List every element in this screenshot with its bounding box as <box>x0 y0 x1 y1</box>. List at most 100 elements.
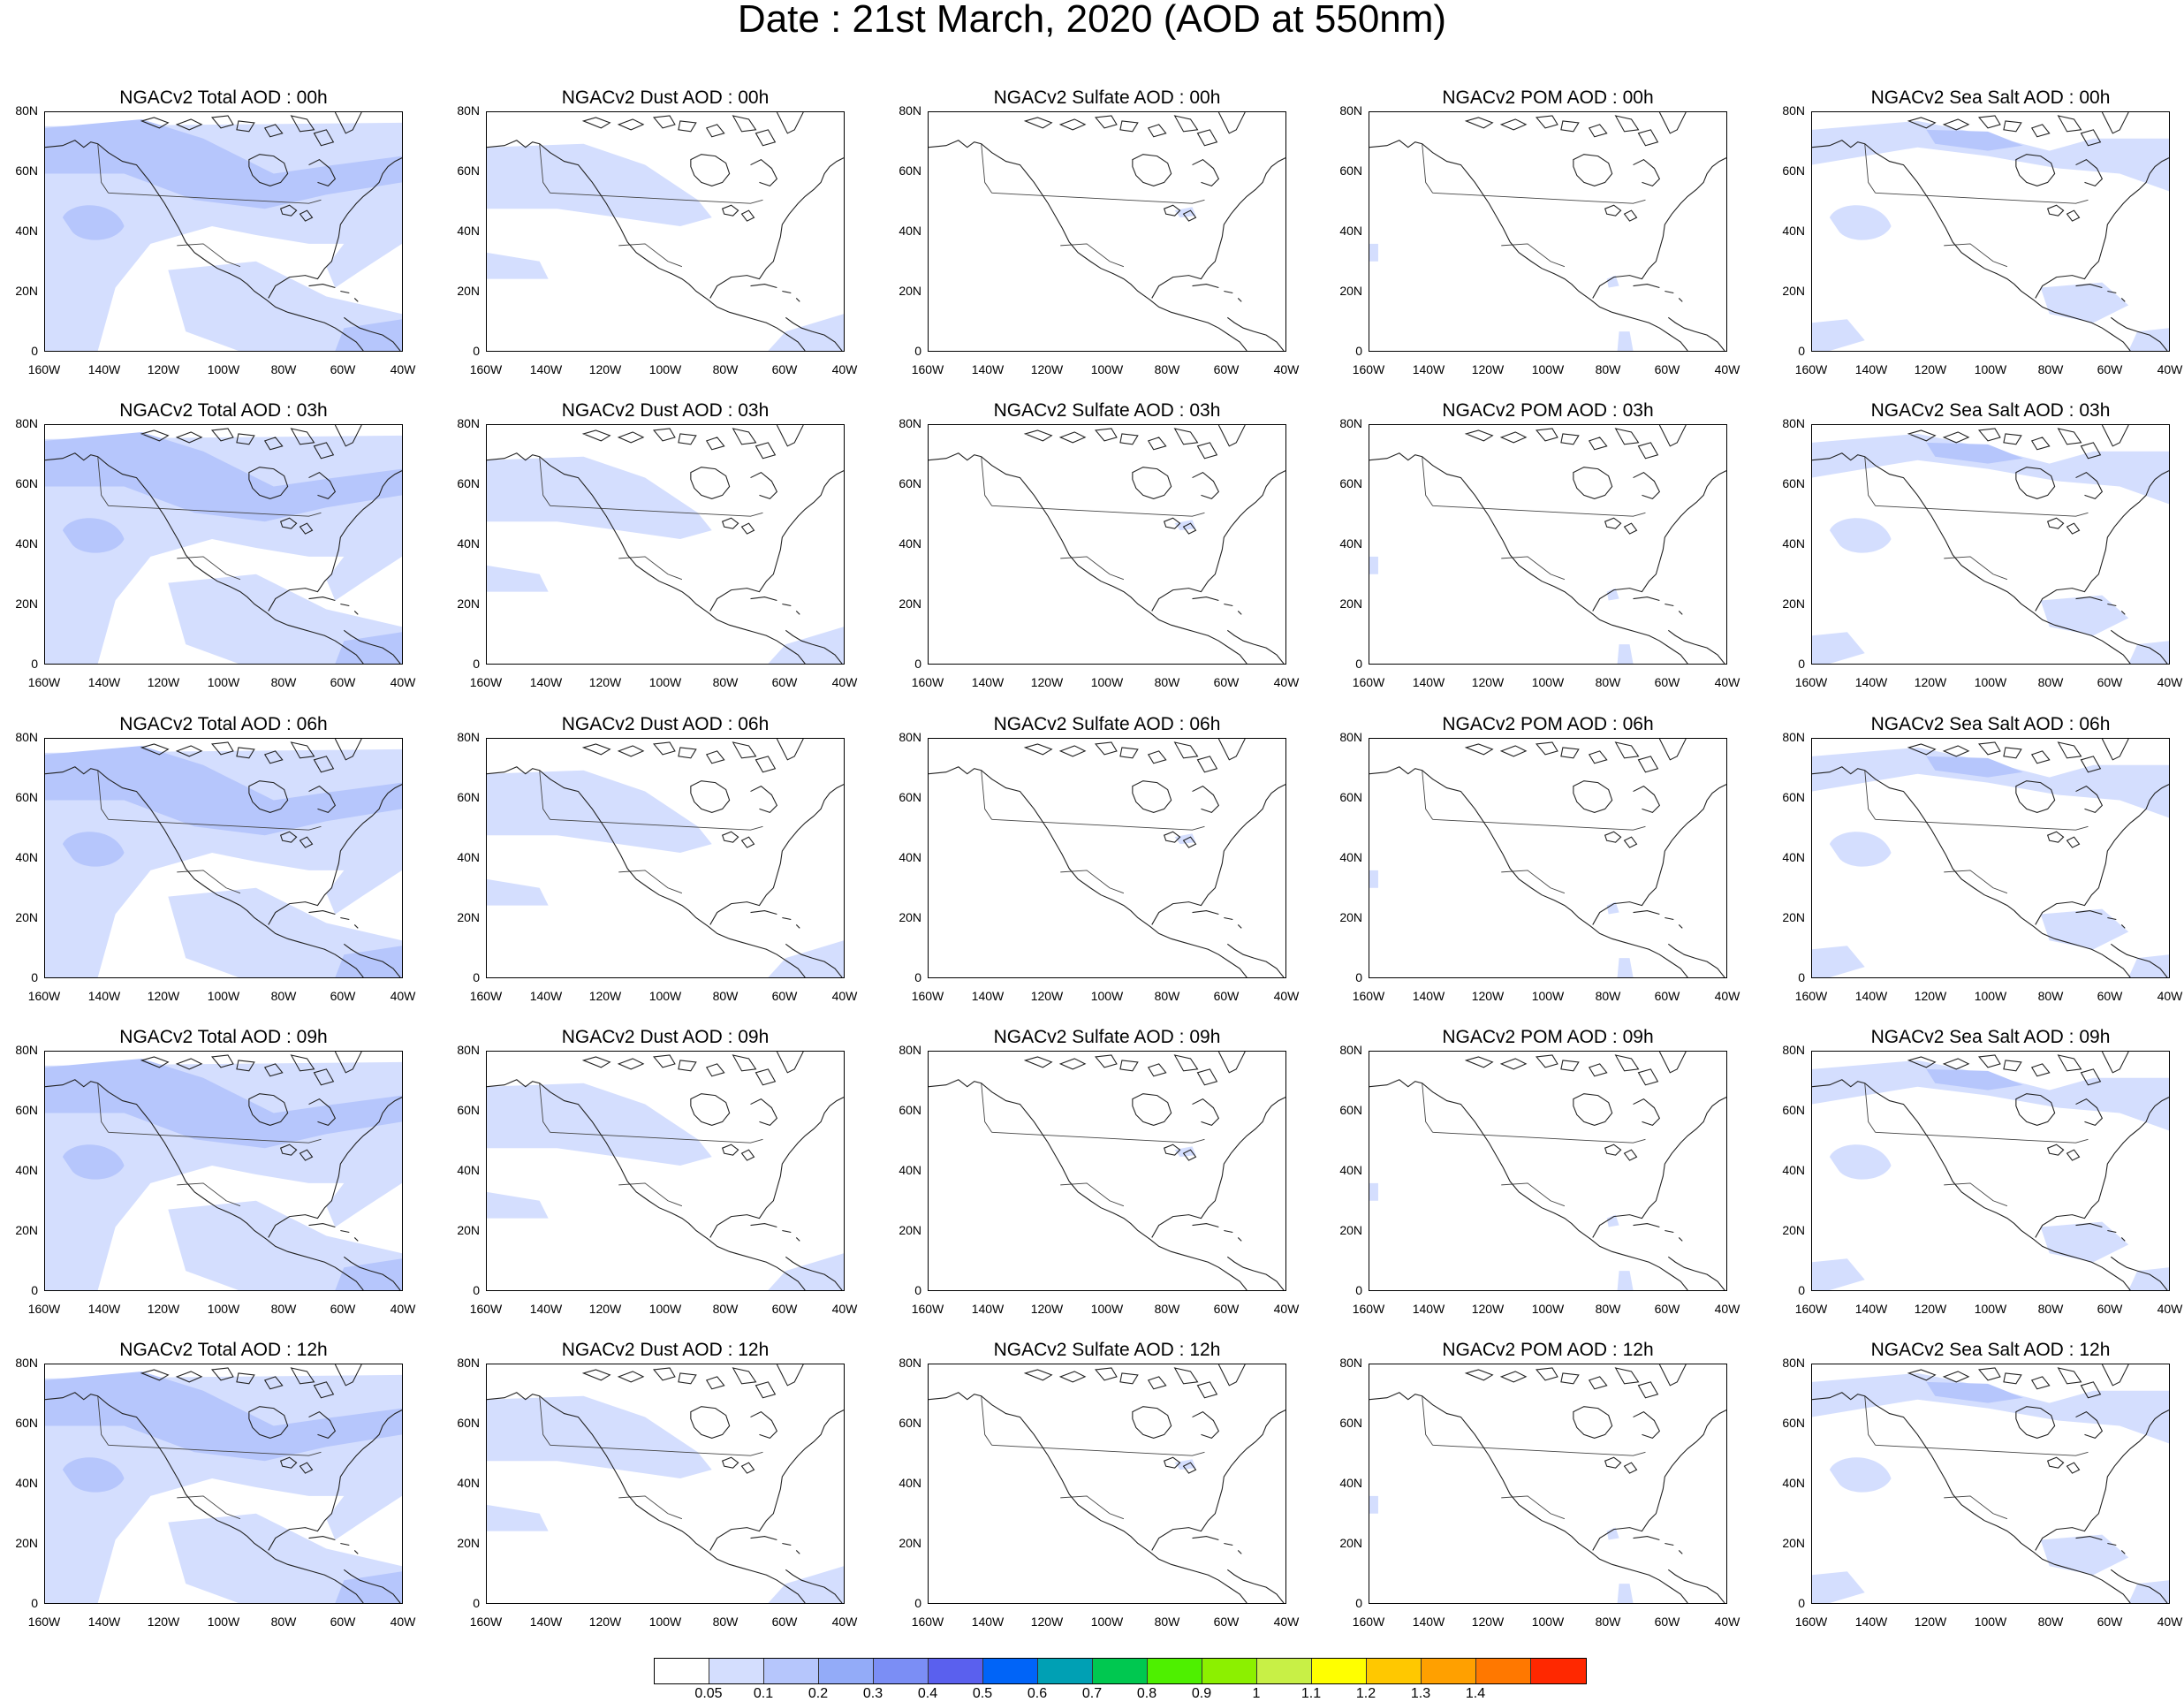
longitude-tick-label: 40W <box>831 675 858 689</box>
longitude-tick-label: 80W <box>1154 1302 1180 1316</box>
latitude-tick-label: 80N <box>15 1043 38 1057</box>
political-borders <box>981 456 1205 581</box>
latitude-tick-label: 40N <box>1782 1476 1805 1490</box>
map-plot-area <box>486 111 845 352</box>
latitude-tick-label: 20N <box>899 910 921 924</box>
panel-title: NGACv2 Sulfate AOD : 09h <box>993 1027 1221 1047</box>
map-panel-sulfate-row-1: NGACv2 Sulfate AOD : 03h 80N 60N 40N 20N 0 160… <box>899 400 1299 689</box>
map-plot-area <box>1369 738 1727 978</box>
latitude-tick-label: 40N <box>1782 224 1805 238</box>
longitude-tick-label: 140W <box>1854 989 1888 1003</box>
longitude-tick-label: 40W <box>390 675 416 689</box>
longitude-tick-label: 80W <box>1154 675 1180 689</box>
aod-shading-region <box>1606 1527 1619 1540</box>
latitude-tick-label: 0 <box>914 657 921 671</box>
longitude-tick-label: 140W <box>1854 362 1888 376</box>
latitude-tick-label: 80N <box>1782 1356 1805 1370</box>
latitude-tick-label: 40N <box>1339 1163 1362 1177</box>
panel-title: NGACv2 Total AOD : 06h <box>119 714 328 734</box>
aod-map <box>487 425 844 664</box>
latitude-tick-label: 80N <box>15 730 38 744</box>
latitude-tick-label: 80N <box>457 730 480 744</box>
map-plot-area <box>44 1051 403 1291</box>
latitude-tick-label: 80N <box>899 103 921 118</box>
latitude-tick-label: 0 <box>473 344 480 358</box>
aod-shading-region <box>2040 1534 2129 1576</box>
latitude-tick-label: 60N <box>15 1103 38 1117</box>
political-borders <box>981 770 1205 894</box>
longitude-tick-label: 100W <box>648 1302 682 1316</box>
latitude-tick-label: 80N <box>15 103 38 118</box>
latitude-tick-label: 60N <box>1782 1416 1805 1430</box>
latitude-tick-label: 60N <box>899 1416 921 1430</box>
latitude-tick-label: 80N <box>457 103 480 118</box>
longitude-tick-label: 60W <box>2097 1615 2123 1629</box>
aod-shading-region <box>45 745 402 836</box>
longitude-tick-label: 80W <box>270 362 297 376</box>
longitude-tick-label: 100W <box>1531 675 1565 689</box>
latitude-tick-label: 0 <box>1798 970 1805 984</box>
longitude-tick-label: 60W <box>771 989 798 1003</box>
aod-shading-region <box>1926 442 2023 464</box>
longitude-tick-label: 80W <box>1595 362 1621 376</box>
latitude-tick-label: 20N <box>1782 1223 1805 1237</box>
panel-title: NGACv2 Dust AOD : 12h <box>561 1340 770 1360</box>
political-borders <box>1422 456 1646 581</box>
latitude-tick-label: 20N <box>1339 1536 1362 1550</box>
latitude-tick-label: 40N <box>899 1163 921 1177</box>
longitude-tick-label: 40W <box>390 1302 416 1316</box>
latitude-tick-label: 40N <box>1782 850 1805 864</box>
longitude-tick-label: 140W <box>971 675 1005 689</box>
longitude-tick-label: 40W <box>831 989 858 1003</box>
latitude-tick-label: 60N <box>15 1416 38 1430</box>
latitude-tick-label: 0 <box>1798 1283 1805 1297</box>
map-plot-area <box>928 424 1286 665</box>
longitude-tick-label: 80W <box>270 1302 297 1316</box>
longitude-tick-label: 60W <box>1213 989 1240 1003</box>
longitude-tick-label: 40W <box>1714 989 1740 1003</box>
map-panel-dust-row-1: NGACv2 Dust AOD : 03h 80N 60N 40N 20N 0 160W 14… <box>457 400 857 689</box>
longitude-tick-label: 120W <box>1030 675 1064 689</box>
longitude-tick-label: 60W <box>1654 1302 1680 1316</box>
map-panel-total-row-1: NGACv2 Total AOD : 03h 80N 60N 40N 20N 0 160W 1… <box>15 400 415 689</box>
map-plot-area <box>44 1364 403 1604</box>
longitude-tick-label: 80W <box>270 675 297 689</box>
latitude-tick-label: 20N <box>15 284 38 298</box>
longitude-tick-label: 160W <box>1352 989 1385 1003</box>
latitude-tick-label: 60N <box>1782 1103 1805 1117</box>
latitude-tick-label: 80N <box>899 1356 921 1370</box>
political-borders <box>1422 1395 1646 1520</box>
map-plot-area <box>1811 1364 2170 1604</box>
aod-shading-region <box>1606 1214 1619 1227</box>
panel-title: NGACv2 POM AOD : 06h <box>1442 714 1654 734</box>
colorbar-label: 0.8 <box>1136 1686 1157 1701</box>
longitude-tick-label: 40W <box>2157 675 2183 689</box>
colorbar-swatch <box>1257 1659 1312 1683</box>
coastline <box>929 739 1285 977</box>
political-borders <box>981 143 1205 268</box>
longitude-tick-label: 120W <box>1471 1615 1505 1629</box>
latitude-tick-label: 60N <box>457 790 480 804</box>
longitude-tick-label: 80W <box>1595 1302 1621 1316</box>
map-plot-area <box>928 111 1286 352</box>
aod-shading-region <box>62 832 125 867</box>
longitude-tick-label: 160W <box>27 1615 61 1629</box>
panel-title: NGACv2 Sulfate AOD : 00h <box>993 87 1221 108</box>
longitude-tick-label: 80W <box>1595 989 1621 1003</box>
longitude-tick-label: 120W <box>1030 362 1064 376</box>
longitude-tick-label: 140W <box>971 989 1005 1003</box>
latitude-tick-label: 80N <box>1782 103 1805 118</box>
aod-shading-region <box>1617 1584 1634 1603</box>
longitude-tick-label: 120W <box>588 989 622 1003</box>
coastline <box>1369 1052 1726 1290</box>
aod-shading-region <box>168 1513 402 1603</box>
longitude-tick-label: 60W <box>1213 675 1240 689</box>
aod-shading-region <box>1812 1571 1865 1603</box>
longitude-tick-label: 100W <box>1090 989 1124 1003</box>
aod-shading-region <box>1369 1182 1378 1201</box>
longitude-tick-label: 80W <box>712 1302 739 1316</box>
longitude-tick-label: 140W <box>971 362 1005 376</box>
panel-title: NGACv2 Sulfate AOD : 12h <box>993 1340 1221 1360</box>
panel-title: NGACv2 Sea Salt AOD : 06h <box>1870 714 2111 734</box>
colorbar-swatch <box>1148 1659 1202 1683</box>
